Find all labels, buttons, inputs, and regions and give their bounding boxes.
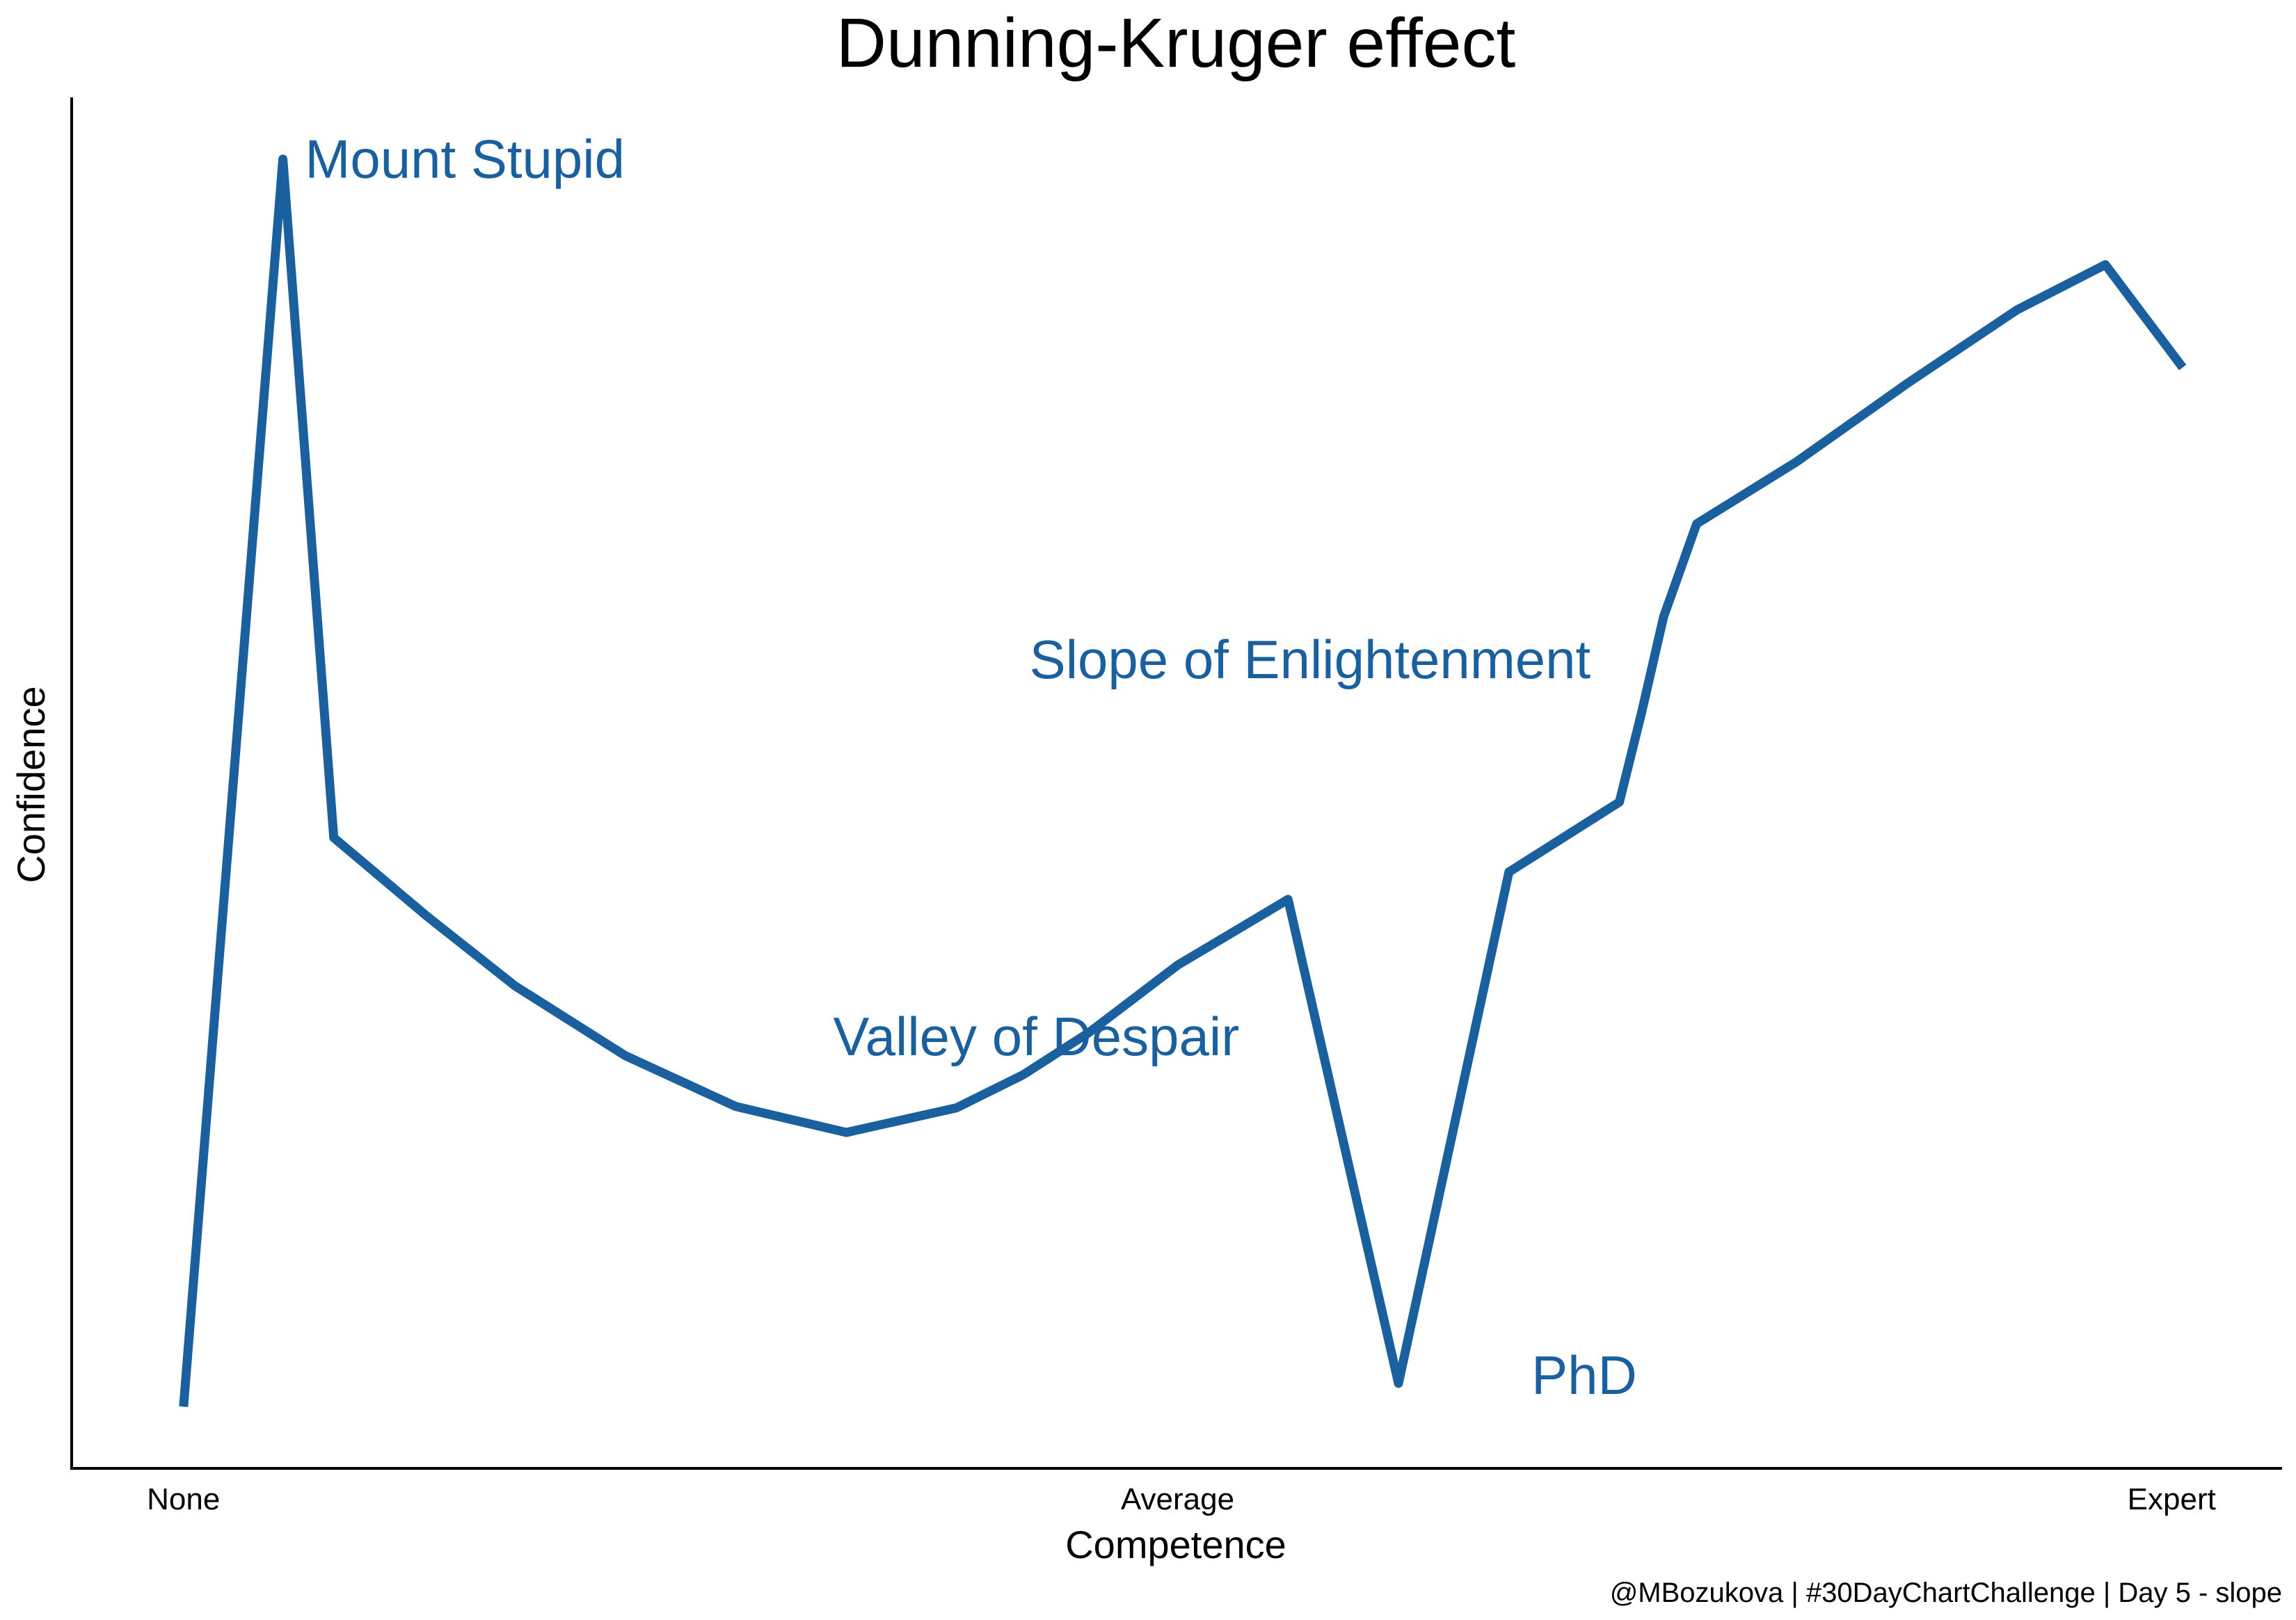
chart-caption: @MBozukova | #30DayChartChallenge | Day … xyxy=(1610,1578,2282,1608)
x-tick-group: None Average Expert xyxy=(147,1482,2216,1516)
annotation-mount-stupid: Mount Stupid xyxy=(305,129,625,190)
annotation-group: Mount Stupid Slope of Enlightenment Valley… xyxy=(305,129,1637,1406)
annotation-slope-of-enlightenment: Slope of Enlightenment xyxy=(1030,629,1591,690)
x-tick-label-average: Average xyxy=(1121,1482,1234,1516)
y-axis-label: Confidence xyxy=(9,686,53,883)
chart-title: Dunning-Kruger effect xyxy=(836,4,1516,82)
annotation-phd: PhD xyxy=(1531,1345,1637,1406)
x-tick-label-expert: Expert xyxy=(2128,1482,2216,1516)
confidence-curve xyxy=(179,154,2187,1407)
x-tick-label-none: None xyxy=(147,1482,220,1516)
x-axis-label: Competence xyxy=(1065,1523,1286,1566)
annotation-valley-of-despair: Valley of Despair xyxy=(833,1006,1239,1067)
